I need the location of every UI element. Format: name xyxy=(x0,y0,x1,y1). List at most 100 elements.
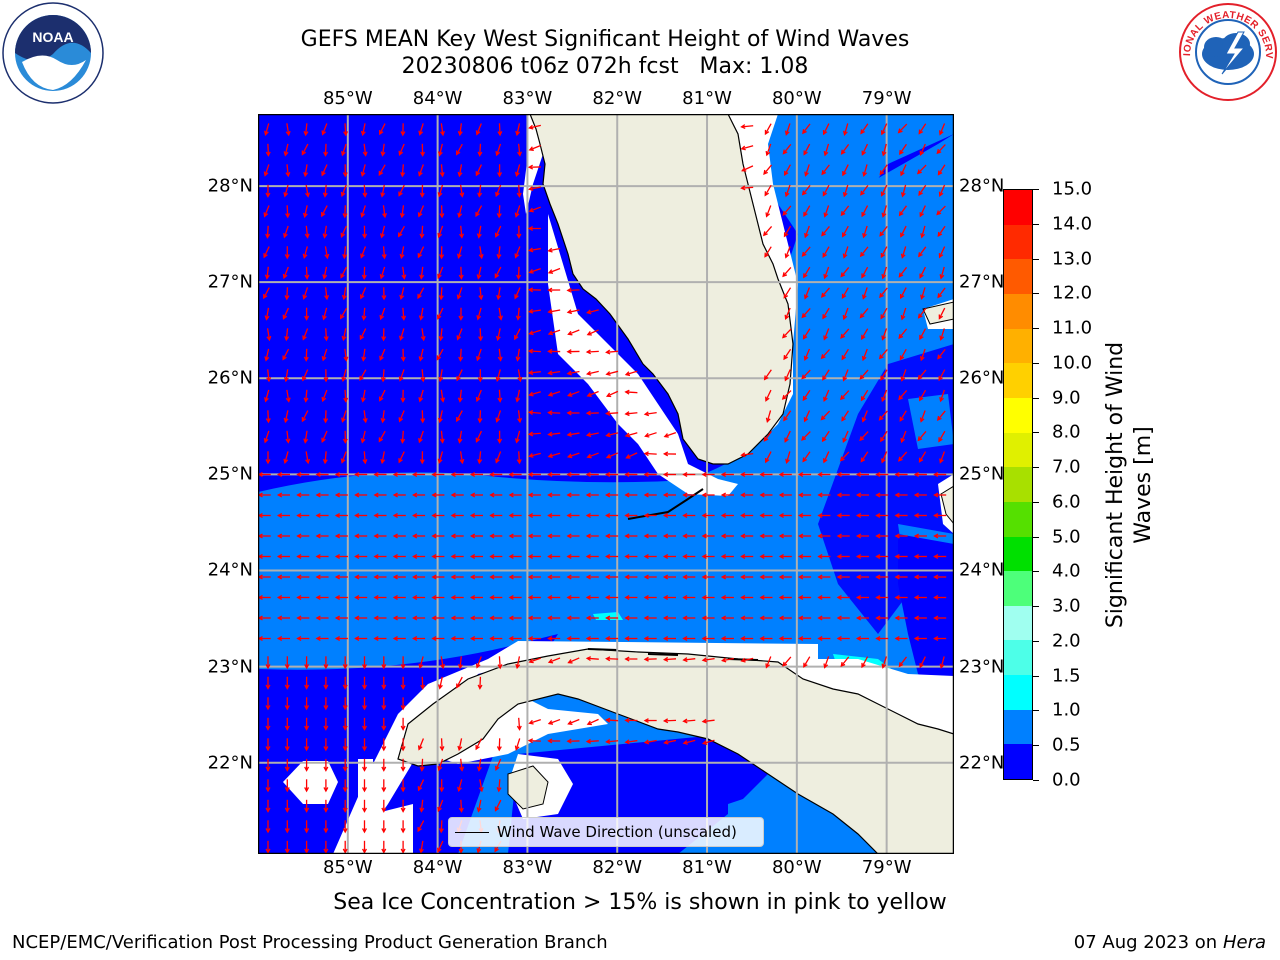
wave-direction-arrow xyxy=(913,554,927,559)
wave-direction-arrow xyxy=(360,123,366,137)
wave-direction-arrow xyxy=(842,225,849,238)
colorbar-tick-mark xyxy=(1033,745,1039,747)
wave-direction-arrow xyxy=(361,307,367,321)
wave-direction-arrow xyxy=(476,799,482,813)
wave-direction-arrow xyxy=(701,595,715,600)
wave-direction-arrow xyxy=(362,717,367,731)
wave-direction-arrow xyxy=(566,533,580,539)
wave-direction-arrow xyxy=(489,595,503,600)
wave-direction-arrow xyxy=(527,533,541,539)
wave-direction-arrow xyxy=(440,123,445,137)
wave-direction-arrow xyxy=(304,820,310,834)
wave-direction-arrow xyxy=(419,840,424,854)
wave-direction-arrow xyxy=(527,615,541,621)
wave-direction-arrow xyxy=(321,123,328,136)
wave-direction-arrow xyxy=(437,143,443,157)
wave-direction-arrow xyxy=(263,205,270,218)
wave-direction-arrow xyxy=(894,492,908,498)
wave-direction-arrow xyxy=(643,533,657,539)
wave-direction-arrow xyxy=(457,123,463,137)
wave-direction-arrow xyxy=(643,595,657,600)
wave-direction-arrow xyxy=(276,636,290,641)
wave-direction-arrow xyxy=(566,349,580,355)
wave-direction-arrow xyxy=(321,205,328,218)
wave-direction-arrow xyxy=(323,840,329,854)
wave-direction-arrow xyxy=(939,451,946,464)
wave-direction-arrow xyxy=(296,492,310,498)
wave-direction-arrow xyxy=(296,554,310,559)
lat-label-left: 27°N xyxy=(207,271,253,293)
wave-direction-arrow xyxy=(784,430,791,443)
wave-direction-arrow xyxy=(527,595,541,600)
wave-direction-arrow xyxy=(759,574,773,580)
colorbar xyxy=(1003,189,1033,780)
wave-direction-arrow xyxy=(412,554,426,559)
wave-direction-arrow xyxy=(701,657,715,663)
colorbar-tick-mark xyxy=(1033,258,1039,260)
wave-direction-arrow xyxy=(894,595,908,600)
wave-direction-arrow xyxy=(802,451,811,463)
wave-direction-arrow xyxy=(919,348,926,362)
wave-direction-arrow xyxy=(547,309,561,314)
wave-direction-arrow xyxy=(917,431,927,442)
wave-direction-arrow xyxy=(624,389,638,395)
wave-direction-arrow xyxy=(381,840,387,854)
wave-direction-arrow xyxy=(938,246,946,259)
wave-direction-arrow xyxy=(418,656,424,669)
wave-direction-arrow xyxy=(315,615,329,621)
wave-direction-arrow xyxy=(817,492,831,498)
lat-label-right: 22°N xyxy=(959,752,1005,774)
wave-direction-arrow xyxy=(801,246,811,257)
wave-direction-arrow xyxy=(840,205,850,217)
wave-direction-arrow xyxy=(803,205,811,218)
wave-direction-arrow xyxy=(936,205,946,216)
wave-direction-arrow xyxy=(420,328,426,342)
wave-direction-arrow xyxy=(360,205,366,218)
lat-label-right: 28°N xyxy=(959,175,1005,197)
wave-direction-arrow xyxy=(801,308,811,319)
wave-direction-arrow xyxy=(585,738,599,744)
wave-direction-arrow xyxy=(821,164,830,176)
wave-direction-arrow xyxy=(820,410,831,421)
wave-direction-arrow xyxy=(342,205,348,219)
wave-direction-arrow xyxy=(822,246,830,258)
wave-direction-arrow xyxy=(900,369,907,382)
wave-direction-arrow xyxy=(340,225,347,238)
wave-direction-arrow xyxy=(412,472,426,477)
wave-direction-arrow xyxy=(323,328,329,342)
wave-direction-arrow xyxy=(469,533,483,539)
wave-direction-arrow xyxy=(431,492,445,498)
wave-direction-arrow xyxy=(624,595,638,600)
wave-direction-arrow xyxy=(324,287,330,301)
wave-direction-arrow xyxy=(398,451,405,464)
wave-direction-arrow xyxy=(322,225,328,239)
wave-direction-arrow xyxy=(662,451,677,457)
lon-label-bottom: 85°W xyxy=(322,857,373,878)
wave-direction-arrow xyxy=(265,225,271,239)
wave-direction-arrow xyxy=(881,328,888,341)
wave-direction-arrow xyxy=(527,287,541,293)
colorbar-segment xyxy=(1004,536,1032,572)
wave-direction-arrow xyxy=(547,636,561,641)
wave-direction-arrow xyxy=(276,574,290,580)
wave-direction-arrow xyxy=(341,410,347,423)
wave-direction-arrow xyxy=(321,389,328,403)
wave-direction-arrow xyxy=(359,328,367,341)
wave-direction-arrow xyxy=(527,738,541,744)
wave-direction-arrow xyxy=(894,533,908,539)
wave-direction-arrow xyxy=(586,452,599,459)
wave-direction-arrow xyxy=(803,410,811,423)
wave-direction-arrow xyxy=(283,369,289,383)
lon-label-bottom: 83°W xyxy=(502,857,553,878)
wave-direction-arrow xyxy=(508,595,522,600)
wave-direction-arrow xyxy=(379,348,386,362)
wave-direction-arrow xyxy=(283,143,289,157)
wave-direction-arrow xyxy=(497,430,503,444)
wave-direction-arrow xyxy=(478,246,484,260)
wave-direction-arrow xyxy=(265,656,271,670)
wave-direction-arrow xyxy=(843,123,849,136)
wave-direction-arrow xyxy=(740,452,754,458)
wave-direction-arrow xyxy=(802,389,811,402)
wave-direction-arrow xyxy=(878,410,888,421)
wave-direction-arrow xyxy=(304,307,310,321)
